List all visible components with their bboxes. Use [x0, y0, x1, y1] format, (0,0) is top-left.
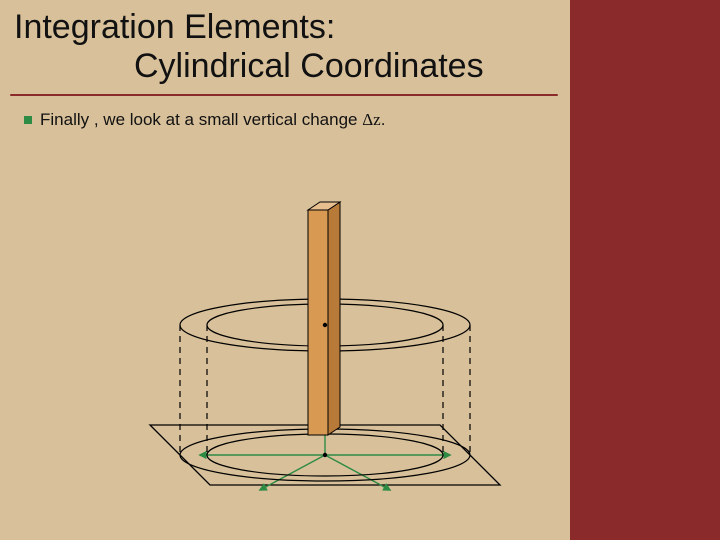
- content-area: Integration Elements: Cylindrical Coordi…: [0, 0, 572, 540]
- title-line-1: Integration Elements:: [14, 8, 335, 46]
- slide-title: Integration Elements: Cylindrical Coordi…: [14, 8, 484, 86]
- prism-front: [308, 210, 328, 435]
- title-line-2: Cylindrical Coordinates: [14, 47, 484, 86]
- slide: Integration Elements: Cylindrical Coordi…: [0, 0, 720, 540]
- delta-z-symbol: Δz: [362, 110, 380, 129]
- body-text: Finally , we look at a small vertical ch…: [40, 110, 385, 130]
- title-underline: [10, 94, 558, 96]
- bullet-icon: [24, 116, 32, 124]
- body-after: .: [381, 110, 386, 129]
- prism-side: [328, 202, 340, 435]
- cylindrical-figure: [110, 170, 540, 510]
- decor-waves: [570, 0, 720, 540]
- body-before: Finally , we look at a small vertical ch…: [40, 110, 362, 129]
